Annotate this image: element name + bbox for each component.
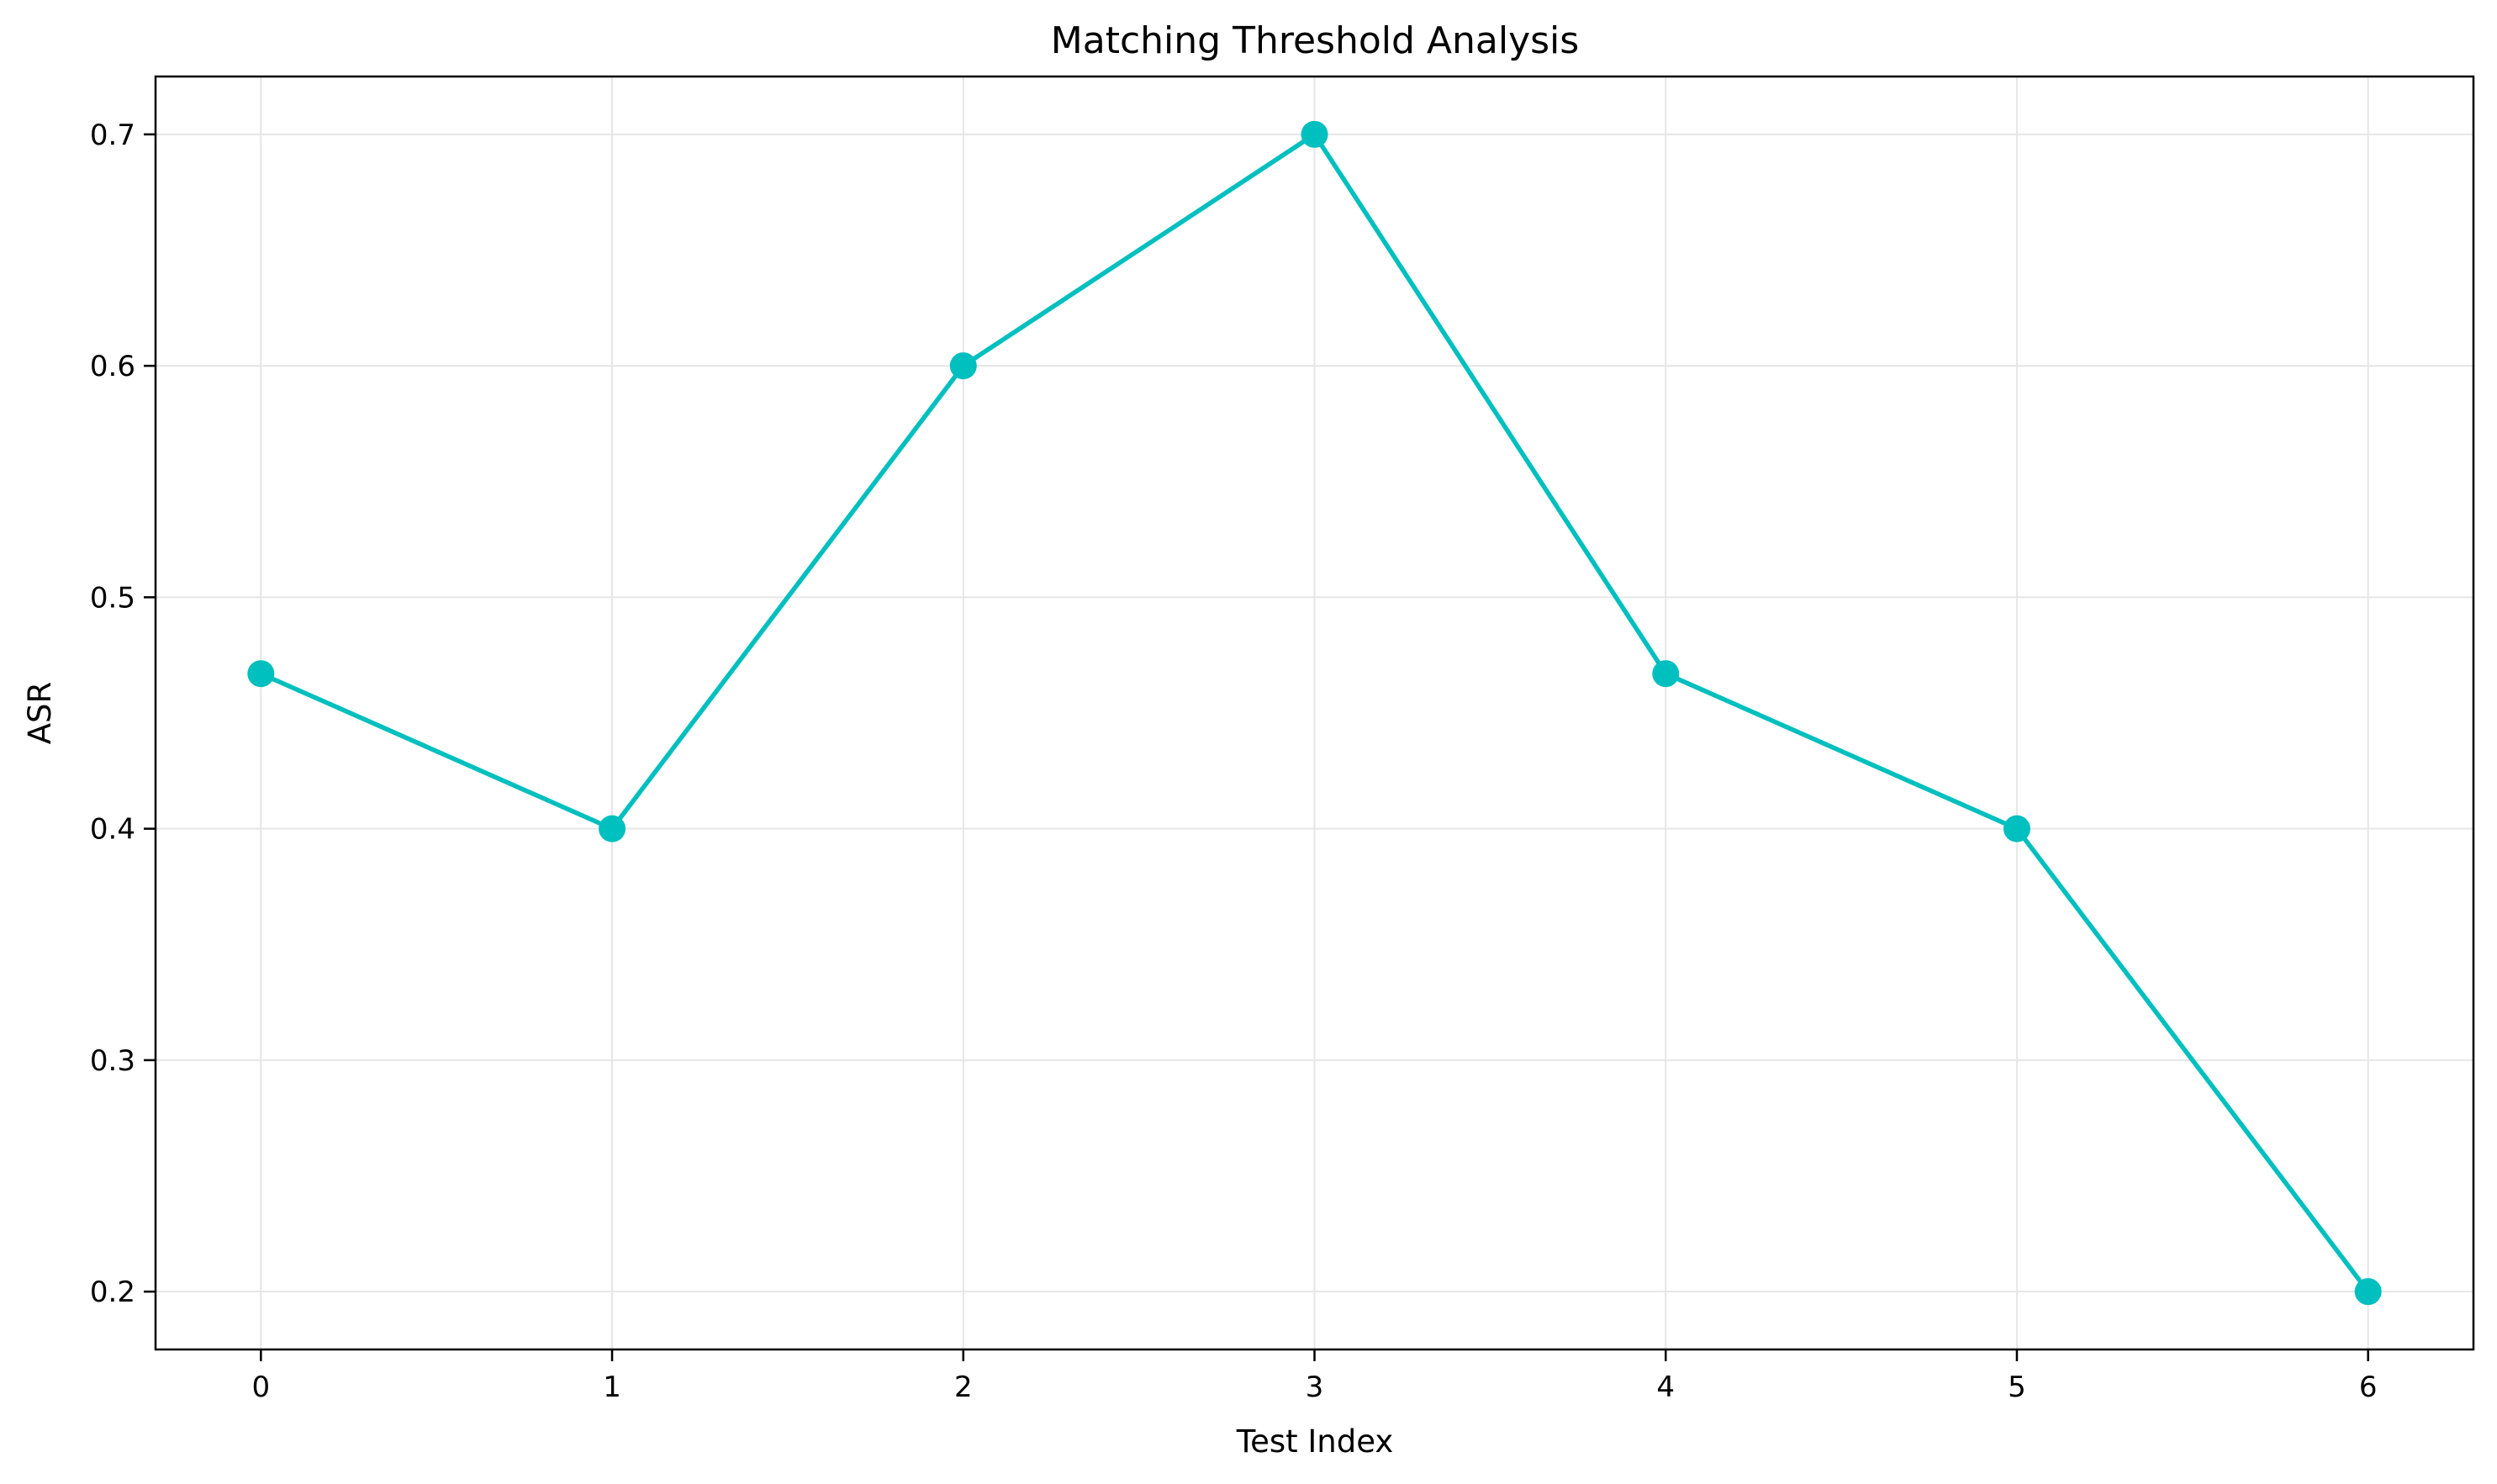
- data-point: [2003, 815, 2030, 842]
- data-point: [599, 815, 626, 842]
- x-tick-label: 2: [954, 1370, 973, 1404]
- y-tick-label: 0.3: [90, 1044, 135, 1078]
- x-axis-title: Test Index: [1236, 1423, 1393, 1460]
- y-axis-title: ASR: [22, 682, 58, 745]
- x-tick-label: 3: [1306, 1370, 1324, 1404]
- x-tick-label: 4: [1656, 1370, 1675, 1404]
- y-tick-label: 0.6: [90, 350, 135, 383]
- data-point: [2354, 1278, 2382, 1306]
- x-tick-label: 0: [251, 1370, 270, 1404]
- data-point: [949, 352, 977, 380]
- y-tick-label: 0.4: [90, 813, 135, 847]
- data-point: [1301, 120, 1328, 148]
- x-tick-label: 1: [603, 1370, 621, 1404]
- y-tick-label: 0.7: [90, 119, 135, 152]
- chart-title: Matching Threshold Analysis: [1051, 19, 1579, 62]
- x-tick-label: 5: [2008, 1370, 2026, 1404]
- x-tick-label: 6: [2359, 1370, 2378, 1404]
- data-point: [247, 660, 275, 688]
- data-point: [1652, 660, 1680, 688]
- y-axis-ticks: 0.2 0.3 0.4 0.5 0.6 0.7: [90, 119, 156, 1309]
- series-layer: [247, 120, 2382, 1306]
- y-tick-label: 0.2: [90, 1275, 135, 1309]
- y-tick-label: 0.5: [90, 581, 135, 615]
- x-axis-ticks: 0 1 2 3 4 5 6: [251, 1349, 2378, 1404]
